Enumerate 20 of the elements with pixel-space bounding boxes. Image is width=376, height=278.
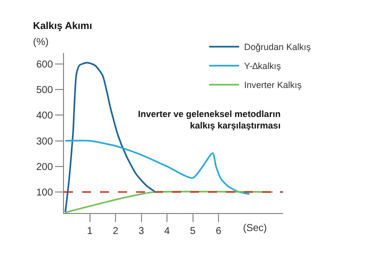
y-tick-label: 300 xyxy=(36,136,54,148)
x-tick-label: 5 xyxy=(190,226,196,238)
y-tick-label: 500 xyxy=(36,85,54,96)
y-tick-label: 200 xyxy=(36,162,54,173)
x-tick-label: 4 xyxy=(164,226,170,238)
y-axis-title: (%) xyxy=(33,37,49,48)
annotation: Inverter ve geleneksel metodların kalkış karşılaştırması xyxy=(138,109,281,131)
legend-label: Inverter Kalkış xyxy=(244,80,302,90)
y-tick-label: 100 xyxy=(36,188,54,199)
x-tick-label: 6 xyxy=(216,226,222,238)
x-tick-label: 3 xyxy=(138,226,145,238)
y-tick-label: 600 xyxy=(36,60,54,71)
x-tick-label: 2 xyxy=(112,226,119,238)
x-tick-label: 1 xyxy=(86,226,93,238)
x-axis-title: (Sec) xyxy=(243,223,267,234)
line-series xyxy=(64,140,250,195)
chart-title: Kalkış Akımı xyxy=(33,21,92,32)
legend-label: Doğrudan Kalkış xyxy=(244,42,312,52)
legend-label: Y-∆kalkış xyxy=(244,61,282,72)
y-tick-label: 400 xyxy=(36,110,54,122)
